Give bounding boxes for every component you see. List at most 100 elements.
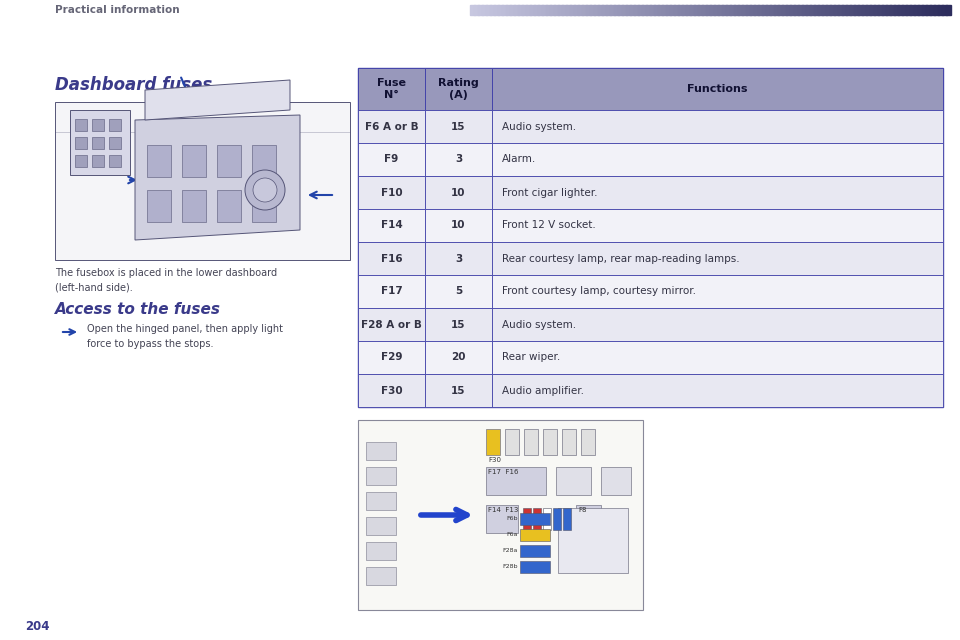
Bar <box>938 5 943 15</box>
Bar <box>850 5 855 15</box>
Circle shape <box>253 178 277 202</box>
Bar <box>366 467 396 485</box>
Bar <box>530 5 535 15</box>
Bar <box>866 5 871 15</box>
Bar <box>358 242 425 275</box>
Bar <box>563 508 571 530</box>
Bar <box>682 5 687 15</box>
Bar <box>425 242 492 275</box>
Bar <box>252 145 276 177</box>
Bar <box>562 5 567 15</box>
Bar <box>698 5 703 15</box>
Bar <box>510 5 515 15</box>
Bar <box>670 5 675 15</box>
Bar <box>518 5 523 15</box>
Bar <box>425 209 492 242</box>
Bar <box>590 5 595 15</box>
Bar <box>486 5 491 15</box>
Bar <box>646 5 651 15</box>
Bar <box>814 5 819 15</box>
Bar <box>55 102 350 260</box>
Text: Open the hinged panel, then apply light
force to bypass the stops.: Open the hinged panel, then apply light … <box>87 324 283 349</box>
Bar <box>554 5 559 15</box>
Bar <box>562 429 576 455</box>
Bar <box>906 5 911 15</box>
Bar <box>556 467 591 495</box>
Bar <box>878 5 883 15</box>
Bar <box>492 242 943 275</box>
Bar <box>750 5 755 15</box>
Bar <box>506 5 511 15</box>
Bar <box>818 5 823 15</box>
Bar <box>470 5 475 15</box>
Bar <box>366 517 396 535</box>
Text: Front cigar lighter.: Front cigar lighter. <box>502 188 597 198</box>
Bar <box>520 561 550 573</box>
Bar <box>533 508 541 530</box>
Bar <box>690 5 695 15</box>
Bar <box>425 374 492 407</box>
Bar <box>482 5 487 15</box>
Text: F17  F16: F17 F16 <box>488 469 518 475</box>
Bar <box>474 5 479 15</box>
Bar <box>922 5 927 15</box>
Bar <box>75 119 87 131</box>
Bar <box>578 5 583 15</box>
Bar <box>718 5 723 15</box>
Bar <box>425 68 492 110</box>
Bar <box>492 341 943 374</box>
Bar <box>478 5 483 15</box>
Bar <box>492 209 943 242</box>
Bar <box>934 5 939 15</box>
Bar <box>862 5 867 15</box>
Bar <box>806 5 811 15</box>
Text: F29: F29 <box>381 353 402 362</box>
Bar <box>524 429 538 455</box>
Bar <box>654 5 659 15</box>
Bar <box>810 5 815 15</box>
Bar <box>942 5 947 15</box>
Bar <box>490 5 495 15</box>
Bar <box>826 5 831 15</box>
Bar <box>686 5 691 15</box>
Bar <box>550 5 555 15</box>
Bar <box>543 429 557 455</box>
Bar <box>358 374 425 407</box>
Bar <box>758 5 763 15</box>
Bar <box>858 5 863 15</box>
Bar <box>546 5 551 15</box>
Bar <box>610 5 615 15</box>
Text: F28 A or B: F28 A or B <box>361 319 422 330</box>
Bar <box>425 341 492 374</box>
Bar <box>770 5 775 15</box>
Polygon shape <box>135 115 300 240</box>
Bar <box>358 420 643 610</box>
Bar <box>638 5 643 15</box>
Text: 3: 3 <box>455 253 462 264</box>
Bar <box>846 5 851 15</box>
Bar <box>109 155 121 167</box>
Bar <box>662 5 667 15</box>
Bar <box>358 341 425 374</box>
Bar <box>594 5 599 15</box>
Bar <box>505 429 519 455</box>
Bar <box>830 5 835 15</box>
Bar <box>930 5 935 15</box>
Bar <box>358 308 425 341</box>
Bar <box>726 5 731 15</box>
Bar <box>902 5 907 15</box>
Bar <box>742 5 747 15</box>
Bar <box>147 190 171 222</box>
Bar <box>534 5 539 15</box>
Bar <box>147 145 171 177</box>
Bar <box>626 5 631 15</box>
Bar <box>618 5 623 15</box>
Bar <box>492 374 943 407</box>
Circle shape <box>245 170 285 210</box>
Bar <box>358 110 425 143</box>
Bar <box>92 155 104 167</box>
Text: 15: 15 <box>451 319 466 330</box>
Text: F6b: F6b <box>507 516 518 522</box>
Text: F16: F16 <box>381 253 402 264</box>
Bar <box>674 5 679 15</box>
